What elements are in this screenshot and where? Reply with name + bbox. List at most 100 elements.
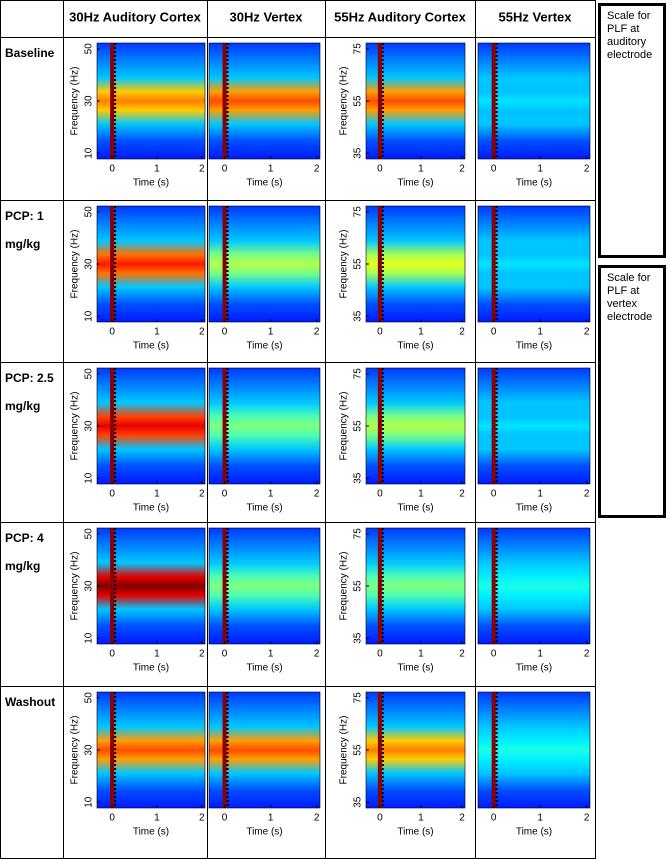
y-axis-label: Frequency (Hz) <box>70 392 81 461</box>
column-header: 55Hz Auditory Cortex <box>334 9 466 24</box>
x-tick-label: 1 <box>537 813 543 824</box>
x-axis-label: Time (s) <box>516 341 552 352</box>
x-tick-label: 1 <box>418 489 424 500</box>
x-axis-label: Time (s) <box>246 178 282 189</box>
y-tick-label: 75 <box>353 368 364 380</box>
y-axis-label: Frequency (Hz) <box>70 67 81 136</box>
y-tick-label: 10 <box>84 147 95 159</box>
x-tick-label: 2 <box>199 327 205 338</box>
x-tick-label: 0 <box>109 649 115 660</box>
x-tick-label: 0 <box>377 489 383 500</box>
plot-frame <box>477 205 591 323</box>
x-axis-label: Time (s) <box>397 827 433 838</box>
row-label: Baseline <box>5 46 55 60</box>
x-tick-label: 0 <box>491 489 497 500</box>
y-axis-label: Frequency (Hz) <box>339 716 350 785</box>
y-tick-label: 50 <box>84 206 95 218</box>
x-tick-label: 0 <box>109 164 115 175</box>
x-tick-label: 0 <box>491 813 497 824</box>
x-tick-label: 0 <box>222 813 228 824</box>
plot-frame <box>208 42 321 160</box>
x-axis-label: Time (s) <box>246 827 282 838</box>
x-tick-label: 1 <box>154 327 160 338</box>
column-header: 30Hz Auditory Cortex <box>69 9 201 24</box>
plot-frame <box>208 691 321 809</box>
y-tick-label: 55 <box>353 95 364 107</box>
onset-stripe <box>222 692 227 808</box>
x-tick-label: 0 <box>491 649 497 660</box>
row-label: PCP: 1 mg/kg <box>5 209 44 251</box>
y-tick-label: 75 <box>353 43 364 55</box>
x-tick-label: 2 <box>584 489 590 500</box>
onset-stripe <box>110 206 115 322</box>
y-tick-label: 30 <box>84 744 95 756</box>
plot-frame <box>477 527 591 645</box>
y-tick-label: 10 <box>84 632 95 644</box>
onset-stripe <box>491 692 496 808</box>
row-label: PCP: 4 mg/kg <box>5 531 44 573</box>
x-tick-label: 1 <box>268 164 274 175</box>
x-axis-label: Time (s) <box>397 503 433 514</box>
y-tick-label: 55 <box>353 744 364 756</box>
x-tick-label: 2 <box>459 327 465 338</box>
x-axis-label: Time (s) <box>133 341 169 352</box>
y-tick-label: 35 <box>353 310 364 322</box>
x-axis-label: Time (s) <box>397 178 433 189</box>
onset-stripe <box>377 528 382 644</box>
onset-stripe <box>222 43 227 159</box>
x-tick-label: 1 <box>268 813 274 824</box>
y-tick-label: 35 <box>353 472 364 484</box>
onset-stripe <box>222 528 227 644</box>
x-tick-label: 1 <box>154 649 160 660</box>
x-tick-label: 1 <box>154 164 160 175</box>
x-tick-label: 0 <box>109 489 115 500</box>
x-axis-label: Time (s) <box>133 827 169 838</box>
x-axis-label: Time (s) <box>397 341 433 352</box>
onset-stripe <box>491 43 496 159</box>
x-tick-label: 2 <box>584 649 590 660</box>
onset-stripe <box>377 692 382 808</box>
x-axis-label: Time (s) <box>246 341 282 352</box>
x-tick-label: 0 <box>109 813 115 824</box>
x-tick-label: 2 <box>314 327 320 338</box>
x-tick-label: 2 <box>584 813 590 824</box>
x-tick-label: 1 <box>537 164 543 175</box>
x-axis-label: Time (s) <box>516 827 552 838</box>
y-tick-label: 35 <box>353 147 364 159</box>
x-tick-label: 0 <box>491 327 497 338</box>
y-axis-label: Frequency (Hz) <box>339 230 350 299</box>
onset-stripe <box>110 43 115 159</box>
x-axis-label: Time (s) <box>133 663 169 674</box>
y-tick-label: 50 <box>84 528 95 540</box>
x-tick-label: 2 <box>459 813 465 824</box>
x-tick-label: 2 <box>314 164 320 175</box>
onset-stripe <box>377 368 382 484</box>
onset-stripe <box>377 206 382 322</box>
x-tick-label: 1 <box>268 327 274 338</box>
x-tick-label: 2 <box>314 813 320 824</box>
x-axis-label: Time (s) <box>246 503 282 514</box>
plot-frame <box>208 367 321 485</box>
y-axis-label: Frequency (Hz) <box>339 392 350 461</box>
x-tick-label: 0 <box>377 327 383 338</box>
y-tick-label: 75 <box>353 206 364 218</box>
x-tick-label: 0 <box>377 813 383 824</box>
x-tick-label: 2 <box>584 164 590 175</box>
x-tick-label: 2 <box>314 489 320 500</box>
x-axis-label: Time (s) <box>516 503 552 514</box>
plot-frame <box>208 205 321 323</box>
vertex-scale-box: Scale for PLF at vertex electrode <box>598 265 666 518</box>
x-tick-label: 2 <box>314 649 320 660</box>
y-tick-label: 30 <box>84 258 95 270</box>
x-tick-label: 0 <box>491 164 497 175</box>
row-label: Washout <box>5 695 56 709</box>
x-axis-label: Time (s) <box>397 663 433 674</box>
onset-stripe <box>110 692 115 808</box>
onset-stripe <box>491 528 496 644</box>
y-axis-label: Frequency (Hz) <box>339 552 350 621</box>
x-tick-label: 1 <box>418 649 424 660</box>
x-tick-label: 0 <box>377 649 383 660</box>
onset-stripe <box>110 368 115 484</box>
